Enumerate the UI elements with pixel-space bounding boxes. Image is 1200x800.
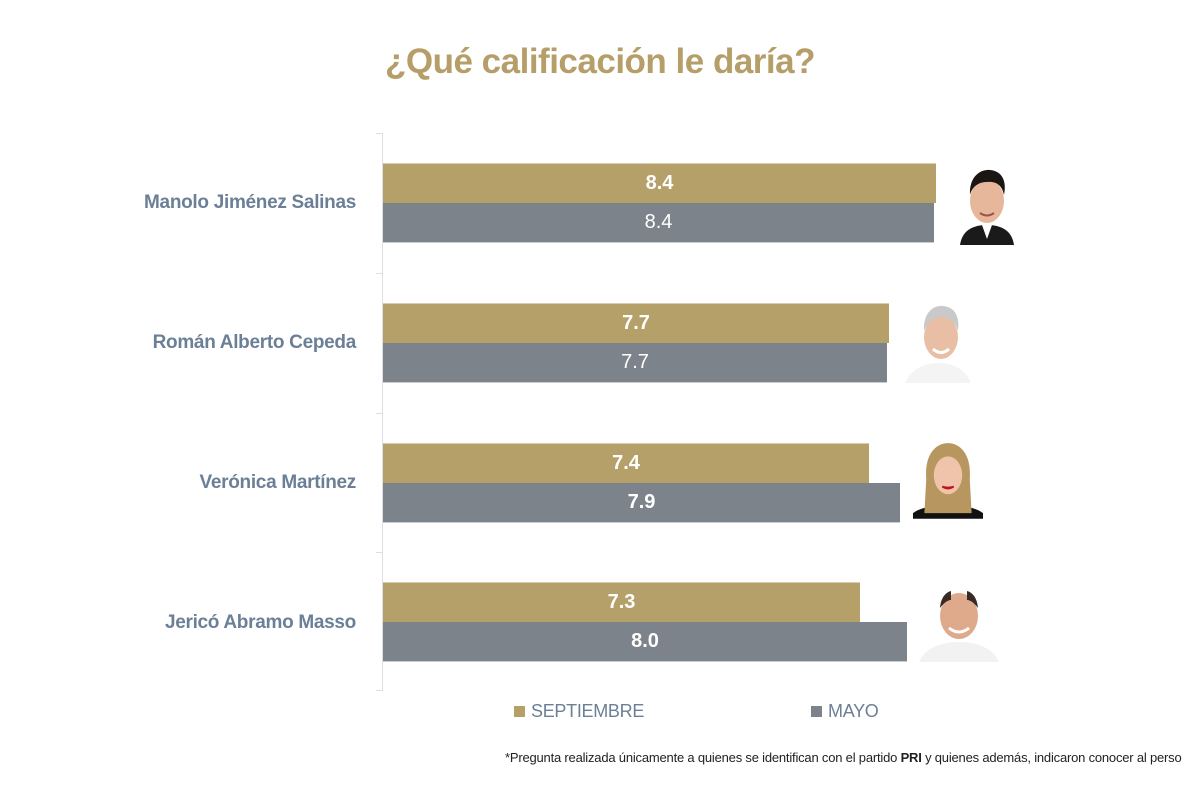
category-label: Verónica Martínez bbox=[199, 472, 357, 493]
bar-value-label: 8.4 bbox=[645, 172, 674, 194]
legend-swatch-icon bbox=[811, 706, 822, 717]
legend-swatch-icon bbox=[514, 706, 525, 717]
chart-title: ¿Qué calificación le daría? bbox=[385, 42, 815, 81]
legend-label: SEPTIEMBRE bbox=[531, 701, 645, 721]
bar-septiembre: 7.4 bbox=[383, 443, 869, 483]
legend-label: MAYO bbox=[828, 701, 879, 721]
footnote-party: PRI bbox=[900, 750, 922, 765]
axis-tick bbox=[376, 413, 382, 414]
footnote: *Pregunta realizada únicamente a quienes… bbox=[505, 750, 1182, 765]
bar-septiembre: 7.7 bbox=[383, 303, 889, 343]
bar-value-label: 7.7 bbox=[621, 351, 649, 373]
bar-mayo: 7.7 bbox=[383, 343, 887, 383]
axis-tick bbox=[376, 133, 382, 134]
bar-mayo: 8.0 bbox=[383, 622, 907, 662]
bar-septiembre: 8.4 bbox=[383, 163, 936, 203]
bar-mayo: 8.4 bbox=[383, 203, 934, 243]
candidate-photo-icon bbox=[919, 591, 999, 662]
category-axis-line bbox=[382, 133, 383, 691]
category-label: Jericó Abramo Masso bbox=[164, 612, 356, 633]
candidate-photo-icon bbox=[905, 305, 971, 383]
legend-item-mayo: MAYO bbox=[811, 701, 879, 722]
legend-item-septiembre: SEPTIEMBRE bbox=[514, 701, 644, 722]
candidate-photo-icon bbox=[960, 169, 1014, 245]
bar-value-label: 8.0 bbox=[631, 630, 659, 652]
bar-value-label: 7.4 bbox=[612, 452, 640, 474]
category-label: Román Alberto Cepeda bbox=[152, 332, 357, 353]
bar-value-label: 7.7 bbox=[622, 312, 650, 334]
axis-tick bbox=[376, 273, 382, 274]
bar-mayo: 7.9 bbox=[383, 483, 900, 523]
axis-tick bbox=[376, 552, 382, 553]
bar-septiembre: 7.3 bbox=[383, 582, 860, 622]
footnote-text: *Pregunta realizada únicamente a quienes… bbox=[505, 750, 901, 765]
bar-value-label: 8.4 bbox=[644, 211, 673, 233]
footnote-text-cont: y quienes además, indicaron conocer al p… bbox=[921, 750, 1182, 765]
axis-tick bbox=[376, 690, 382, 691]
candidate-photo-icon bbox=[913, 443, 983, 519]
bar-value-label: 7.9 bbox=[627, 491, 656, 513]
bar-value-label: 7.3 bbox=[607, 591, 636, 613]
category-label: Manolo Jiménez Salinas bbox=[144, 192, 356, 213]
